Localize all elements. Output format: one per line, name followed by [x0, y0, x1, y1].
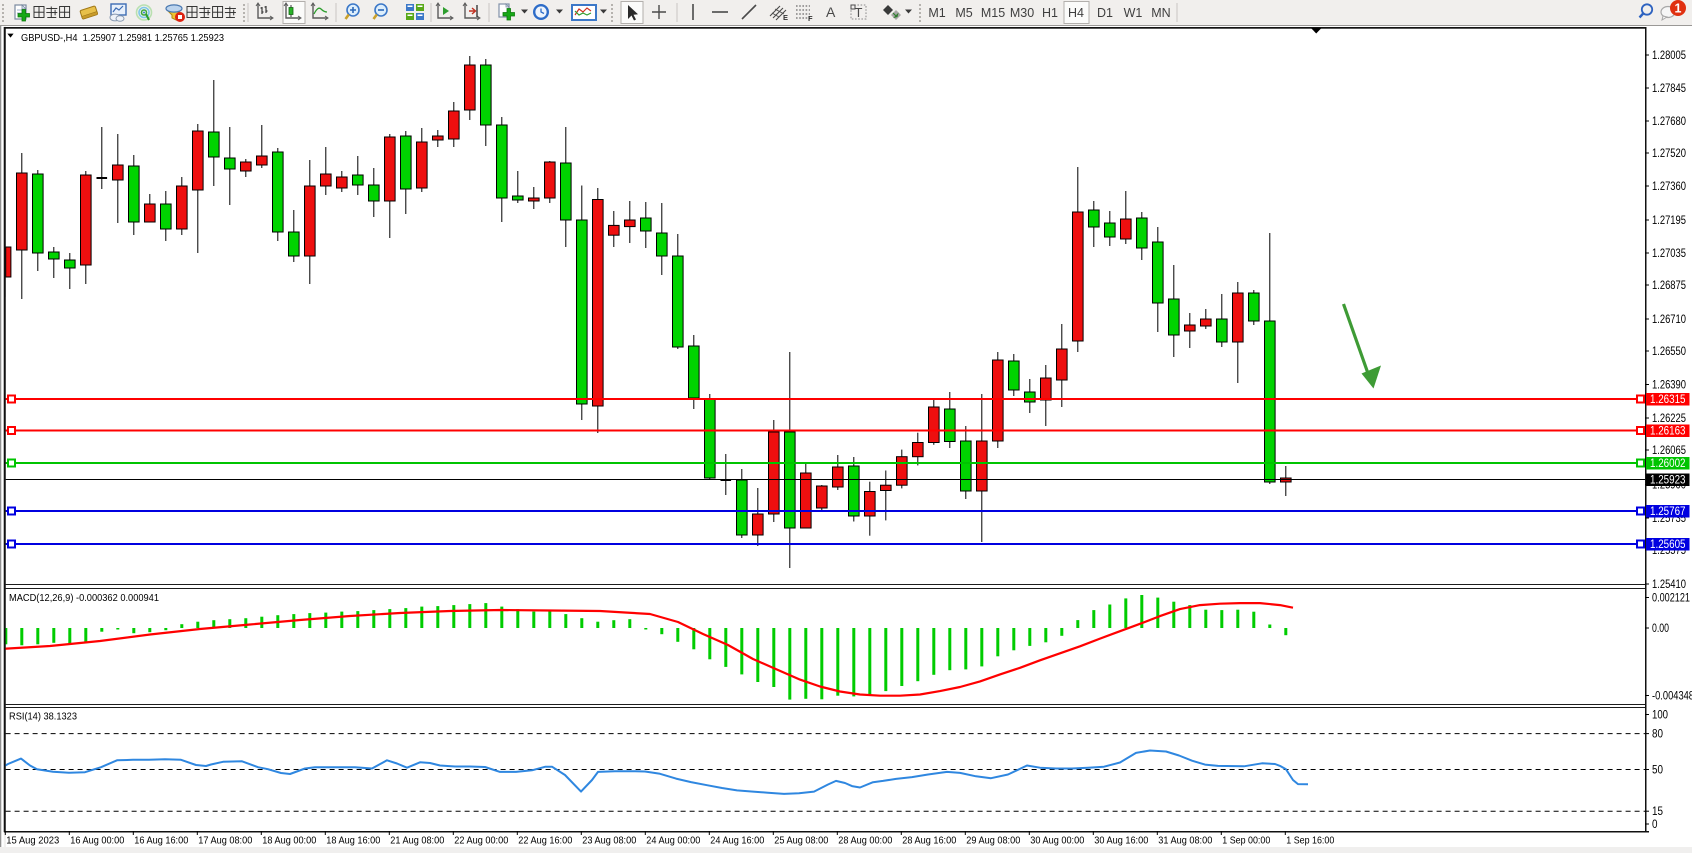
svg-text:23 Aug 08:00: 23 Aug 08:00	[582, 835, 636, 847]
svg-text:MACD(12,26,9) -0.000362 0.0009: MACD(12,26,9) -0.000362 0.000941	[9, 592, 159, 604]
svg-text:1.26710: 1.26710	[1652, 314, 1686, 326]
svg-text:RSI(14) 38.1323: RSI(14) 38.1323	[9, 711, 77, 723]
svg-text:1.28005: 1.28005	[1652, 50, 1686, 62]
svg-text:M1: M1	[928, 6, 945, 20]
svg-text:29 Aug 08:00: 29 Aug 08:00	[966, 835, 1020, 847]
svg-text:0.00: 0.00	[1652, 623, 1669, 635]
svg-text:GBPUSD-,H4 1.25907 1.25981 1.: GBPUSD-,H4 1.25907 1.25981 1.25765 1.259…	[21, 32, 224, 44]
svg-text:F: F	[808, 14, 813, 23]
svg-text:30 Aug 00:00: 30 Aug 00:00	[1030, 835, 1084, 847]
svg-text:22 Aug 00:00: 22 Aug 00:00	[454, 835, 508, 847]
svg-text:15: 15	[1652, 806, 1663, 818]
svg-text:31 Aug 08:00: 31 Aug 08:00	[1158, 835, 1212, 847]
svg-text:17 Aug 08:00: 17 Aug 08:00	[198, 835, 252, 847]
svg-text:0.002121: 0.002121	[1652, 593, 1690, 605]
svg-text:1.26315: 1.26315	[1650, 394, 1686, 406]
svg-text:1.25767: 1.25767	[1650, 506, 1686, 518]
svg-text:1: 1	[1675, 2, 1682, 16]
svg-text:1.26163: 1.26163	[1650, 426, 1686, 438]
svg-text:30 Aug 16:00: 30 Aug 16:00	[1094, 835, 1148, 847]
svg-text:1.25923: 1.25923	[1650, 475, 1686, 487]
svg-text:28 Aug 00:00: 28 Aug 00:00	[838, 835, 892, 847]
svg-text:1.26225: 1.26225	[1652, 413, 1686, 425]
svg-text:D1: D1	[1097, 6, 1113, 20]
svg-text:1.27195: 1.27195	[1652, 215, 1686, 227]
svg-text:1.26390: 1.26390	[1652, 380, 1686, 392]
svg-text:100: 100	[1652, 710, 1668, 722]
svg-text:18 Aug 00:00: 18 Aug 00:00	[262, 835, 316, 847]
svg-text:M5: M5	[955, 6, 972, 20]
svg-text:1.26550: 1.26550	[1652, 346, 1686, 358]
svg-text:-0.004348: -0.004348	[1652, 691, 1692, 703]
svg-text:18 Aug 16:00: 18 Aug 16:00	[326, 835, 380, 847]
svg-text:1.27360: 1.27360	[1652, 181, 1686, 193]
svg-text:0: 0	[1652, 819, 1658, 831]
svg-text:M15: M15	[981, 6, 1005, 20]
svg-text:M30: M30	[1010, 6, 1034, 20]
svg-text:1.26065: 1.26065	[1652, 445, 1686, 457]
svg-text:15 Aug 2023: 15 Aug 2023	[6, 835, 59, 847]
svg-text:1.27680: 1.27680	[1652, 116, 1686, 128]
svg-text:1.27520: 1.27520	[1652, 148, 1686, 160]
svg-text:21 Aug 08:00: 21 Aug 08:00	[390, 835, 444, 847]
svg-text:28 Aug 16:00: 28 Aug 16:00	[902, 835, 956, 847]
svg-text:1.27845: 1.27845	[1652, 83, 1686, 95]
svg-text:E: E	[783, 13, 788, 22]
svg-text:1.25410: 1.25410	[1652, 579, 1686, 591]
svg-text:16 Aug 16:00: 16 Aug 16:00	[134, 835, 188, 847]
svg-text:1 Sep 16:00: 1 Sep 16:00	[1286, 835, 1334, 847]
svg-text:22 Aug 16:00: 22 Aug 16:00	[518, 835, 572, 847]
svg-text:1.25605: 1.25605	[1650, 539, 1686, 551]
svg-text:80: 80	[1652, 729, 1663, 741]
svg-text:H1: H1	[1042, 6, 1058, 20]
svg-text:A: A	[826, 4, 836, 20]
svg-text:1 Sep 00:00: 1 Sep 00:00	[1222, 835, 1270, 847]
svg-text:25 Aug 08:00: 25 Aug 08:00	[774, 835, 828, 847]
svg-text:H4: H4	[1068, 6, 1084, 20]
svg-text:1.27035: 1.27035	[1652, 248, 1686, 260]
svg-text:50: 50	[1652, 765, 1663, 777]
svg-text:24 Aug 16:00: 24 Aug 16:00	[710, 835, 764, 847]
svg-text:W1: W1	[1124, 6, 1143, 20]
svg-text:1.26875: 1.26875	[1652, 280, 1686, 292]
svg-text:16 Aug 00:00: 16 Aug 00:00	[70, 835, 124, 847]
svg-text:1.26002: 1.26002	[1650, 458, 1686, 470]
svg-text:T: T	[855, 5, 863, 20]
svg-text:24 Aug 00:00: 24 Aug 00:00	[646, 835, 700, 847]
svg-text:MN: MN	[1151, 6, 1170, 20]
